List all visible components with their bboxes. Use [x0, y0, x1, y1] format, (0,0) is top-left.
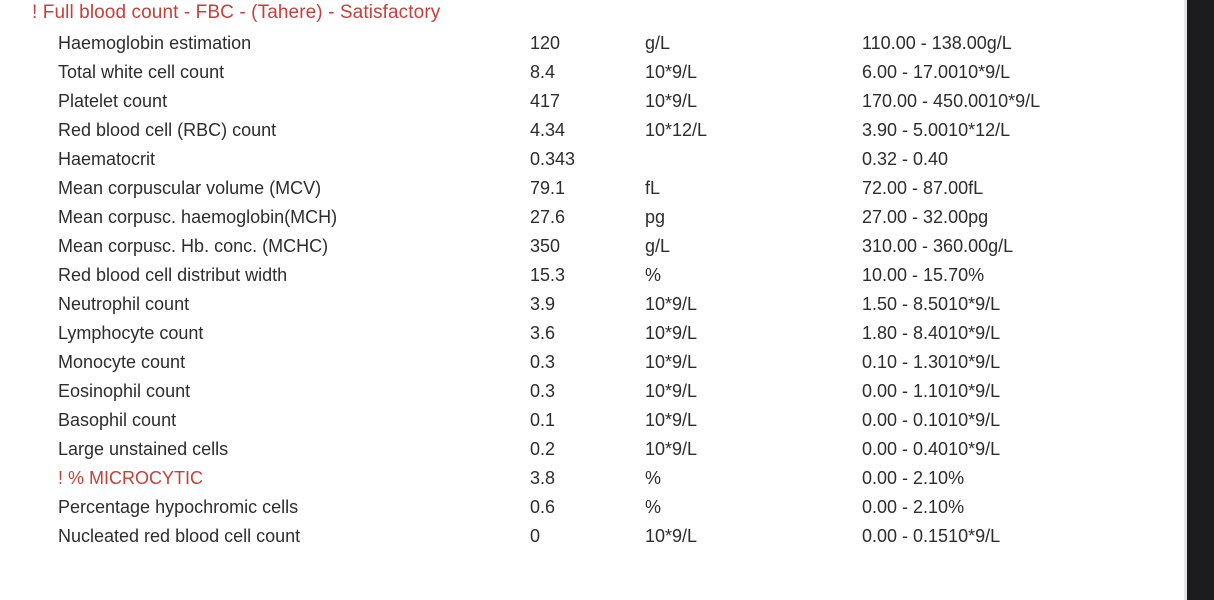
- test-name: Mean corpuscular volume (MCV): [58, 178, 322, 198]
- test-range: 310.00 - 360.00g/L: [862, 236, 1014, 256]
- table-row: Eosinophil count 0.3 10*9/L 0.00 - 1.1010*9…: [0, 377, 1184, 406]
- table-row: Mean corpusc. Hb. conc. (MCHC) 350 g/L 310.…: [0, 232, 1184, 261]
- test-name: Lymphocyte count: [58, 323, 204, 343]
- test-range: 27.00 - 32.00pg: [862, 207, 989, 227]
- table-row: Neutrophil count 3.9 10*9/L 1.50 - 8.5010*9…: [0, 290, 1184, 319]
- results-table: Haemoglobin estimation 120 g/L 110.00 - 138…: [0, 29, 1184, 551]
- test-name: Mean corpusc. haemoglobin(MCH): [58, 207, 338, 227]
- table-row: Mean corpuscular volume (MCV) 79.1 fL 72.00…: [0, 174, 1184, 203]
- test-name: Eosinophil count: [58, 381, 191, 401]
- test-unit: 10*9/L: [645, 381, 698, 401]
- test-name: Large unstained cells: [58, 439, 229, 459]
- test-range: 1.50 - 8.5010*9/L: [862, 294, 1001, 314]
- test-unit: 10*9/L: [645, 294, 698, 314]
- table-row: Haemoglobin estimation 120 g/L 110.00 - 138…: [0, 29, 1184, 58]
- test-value: 0.1: [530, 410, 556, 430]
- table-row: Nucleated red blood cell count 0 10*9/L 0.0…: [0, 522, 1184, 551]
- test-value: 15.3: [530, 265, 566, 285]
- test-value: 0: [530, 526, 541, 546]
- table-row: Monocyte count 0.3 10*9/L 0.10 - 1.3010*9/L: [0, 348, 1184, 377]
- test-value: 350: [530, 236, 561, 256]
- test-range: 0.00 - 0.1510*9/L: [862, 526, 1001, 546]
- test-range: 3.90 - 5.0010*12/L: [862, 120, 1011, 140]
- test-unit: %: [645, 265, 662, 285]
- test-unit: 10*12/L: [645, 120, 708, 140]
- test-value: 0.3: [530, 381, 556, 401]
- test-value: 3.6: [530, 323, 556, 343]
- test-name: Haemoglobin estimation: [58, 33, 252, 53]
- test-value: 120: [530, 33, 561, 53]
- test-range: 72.00 - 87.00fL: [862, 178, 984, 198]
- test-range: 6.00 - 17.0010*9/L: [862, 62, 1011, 82]
- test-range: 170.00 - 450.0010*9/L: [862, 91, 1041, 111]
- test-range: 10.00 - 15.70%: [862, 265, 985, 285]
- test-unit: 10*9/L: [645, 352, 698, 372]
- test-unit: 10*9/L: [645, 91, 698, 111]
- test-name: Neutrophil count: [58, 294, 190, 314]
- test-name: ! % MICROCYTIC: [58, 468, 204, 488]
- test-name: Percentage hypochromic cells: [58, 497, 299, 517]
- test-value: 0.6: [530, 497, 556, 517]
- test-name: Red blood cell distribut width: [58, 265, 288, 285]
- fbc-results-panel: ! Full blood count - FBC - (Tahere) - Sa…: [0, 2, 1184, 551]
- test-name: Platelet count: [58, 91, 168, 111]
- test-name: Mean corpusc. Hb. conc. (MCHC): [58, 236, 329, 256]
- test-range: 0.00 - 2.10%: [862, 497, 965, 517]
- test-name: Haematocrit: [58, 149, 156, 169]
- report-header: ! Full blood count - FBC - (Tahere) - Sa…: [32, 2, 441, 23]
- test-value: 79.1: [530, 178, 566, 198]
- test-range: 0.00 - 2.10%: [862, 468, 965, 488]
- test-name: Total white cell count: [58, 62, 225, 82]
- test-range: 0.32 - 0.40: [862, 149, 949, 169]
- test-unit: 10*9/L: [645, 439, 698, 459]
- test-unit: fL: [645, 178, 661, 198]
- table-row: Platelet count 417 10*9/L 170.00 - 450.0010…: [0, 87, 1184, 116]
- test-unit: g/L: [645, 33, 671, 53]
- test-range: 110.00 - 138.00g/L: [862, 33, 1012, 53]
- right-dark-panel: [1184, 0, 1214, 600]
- table-row: ! % MICROCYTIC 3.8% 0.00 - 2.10%: [0, 464, 1184, 493]
- table-row: Red blood cell distribut width 15.3% 10.00…: [0, 261, 1184, 290]
- table-row: Total white cell count 8.4 10*9/L 6.00 - 17…: [0, 58, 1184, 87]
- test-unit: 10*9/L: [645, 323, 698, 343]
- test-unit: %: [645, 497, 662, 517]
- table-row: Percentage hypochromic cells 0.6% 0.00 - 2…: [0, 493, 1184, 522]
- test-name: Basophil count: [58, 410, 177, 430]
- test-unit: g/L: [645, 236, 671, 256]
- test-unit: 10*9/L: [645, 410, 698, 430]
- table-row: Basophil count 0.1 10*9/L 0.00 - 0.1010*9/L: [0, 406, 1184, 435]
- table-row: Large unstained cells 0.2 10*9/L 0.00 - 0.4…: [0, 435, 1184, 464]
- test-unit: %: [645, 468, 662, 488]
- test-range: 0.10 - 1.3010*9/L: [862, 352, 1001, 372]
- test-value: 27.6: [530, 207, 566, 227]
- table-row: Haematocrit 0.343 0.32 - 0.40: [0, 145, 1184, 174]
- test-range: 1.80 - 8.4010*9/L: [862, 323, 1001, 343]
- test-value: 8.4: [530, 62, 556, 82]
- test-value: 0.3: [530, 352, 556, 372]
- test-range: 0.00 - 0.4010*9/L: [862, 439, 1001, 459]
- test-value: 4.34: [530, 120, 566, 140]
- test-name: Nucleated red blood cell count: [58, 526, 301, 546]
- table-row: Lymphocyte count 3.6 10*9/L 1.80 - 8.4010*9…: [0, 319, 1184, 348]
- test-value: 3.9: [530, 294, 556, 314]
- test-unit: pg: [645, 207, 666, 227]
- test-range: 0.00 - 1.1010*9/L: [862, 381, 1001, 401]
- test-value: 417: [530, 91, 561, 111]
- table-row: Red blood cell (RBC) count 4.34 10*12/L 3.9…: [0, 116, 1184, 145]
- table-row: Mean corpusc. haemoglobin(MCH) 27.6 pg 27.0…: [0, 203, 1184, 232]
- test-value: 0.2: [530, 439, 556, 459]
- test-range: 0.00 - 0.1010*9/L: [862, 410, 1001, 430]
- test-value: 3.8: [530, 468, 556, 488]
- test-unit: 10*9/L: [645, 526, 698, 546]
- test-unit: 10*9/L: [645, 62, 698, 82]
- test-name: Red blood cell (RBC) count: [58, 120, 277, 140]
- test-name: Monocyte count: [58, 352, 186, 372]
- test-value: 0.343: [530, 149, 576, 169]
